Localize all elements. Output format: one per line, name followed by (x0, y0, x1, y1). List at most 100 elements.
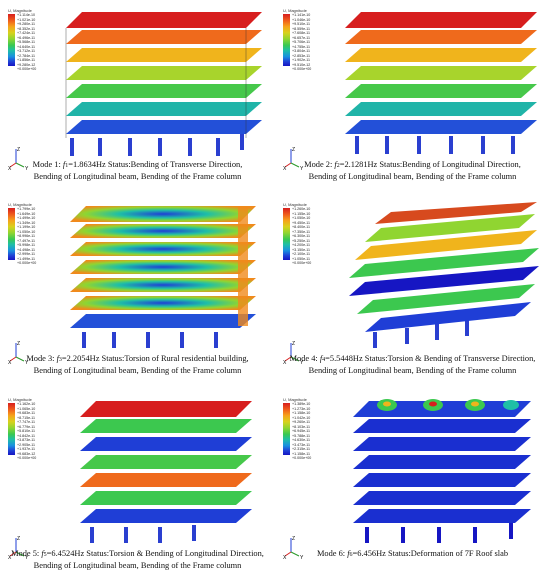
caption-mode-3: Mode 3: f3=2.2054Hz Status:Torsion of Ru… (0, 354, 275, 376)
legend-value: +9.683e-11 (17, 411, 36, 415)
legend-value: +6.496e-11 (17, 35, 36, 40)
legend-value: +1.050e-10 (292, 216, 311, 220)
frequency-value: =6.4524Hz (46, 549, 85, 558)
frame-columns (70, 132, 244, 156)
caption-lead: Mode 5: (11, 549, 42, 558)
building-model-mode-1 (65, 12, 262, 156)
legend-value: +8.103e-11 (292, 424, 311, 429)
legend-value: +6.657e-11 (292, 35, 311, 40)
legend-value: +7.497e-11 (17, 238, 36, 243)
frequency-subscript: 6 (349, 552, 353, 558)
caption-line-2: Bending of Longitudinal beam, Bending of… (308, 365, 517, 375)
axis-x-label: X (283, 360, 287, 365)
axis-z-label: Z (292, 536, 295, 542)
legend-value: +1.141e-10 (292, 13, 311, 17)
legend-value: +1.155e-10 (292, 211, 311, 216)
legend-value: +0.000e+00 (17, 261, 37, 265)
legend-value: +7.350e-11 (292, 229, 311, 234)
legend-value: +1.260e-10 (292, 207, 311, 211)
floor-slab (66, 102, 262, 116)
axis-x-label: X (283, 555, 287, 560)
legend-value: +2.853e-11 (292, 53, 311, 58)
legend-value: +1.021e-10 (17, 17, 36, 22)
caption-lead: Mode 1: (32, 160, 63, 169)
caption-mode-5: Mode 5: f5=6.4524Hz Status:Torsion & Ben… (0, 549, 275, 571)
legend-value: +3.873e-11 (17, 438, 36, 442)
axis-z-label: Z (292, 147, 295, 153)
caption-line-2: Bending of Longitudinal beam, Bending of… (33, 365, 242, 375)
axis-triad: Z X Y (283, 145, 309, 171)
legend-title: U, Magnitude (8, 202, 32, 207)
legend-value: +0.000e+00 (17, 67, 37, 71)
legend-values: +1.260e-10 +1.155e-10 +1.050e-10 +9.450e… (292, 207, 342, 265)
mode-6-panel: U, Magnitude +1.389e-10 +1.273e-10 +1.15… (275, 389, 550, 583)
axis-y-label: Y (25, 555, 29, 560)
legend-value: +4.640e-11 (17, 44, 36, 49)
frequency-symbol: f (56, 354, 59, 363)
color-scale-bar (283, 14, 290, 66)
status-text: Status:Torsion & Bending of Transverse D… (362, 354, 536, 363)
legend-value: +9.280e-11 (17, 22, 36, 26)
frequency-symbol: f (334, 160, 337, 169)
status-text: Status:Bending of Transverse Direction, (105, 160, 243, 169)
frequency-value: =5.5448Hz (325, 354, 363, 363)
frequency-subscript: 2 (336, 163, 340, 169)
frequency-value: =6.456Hz (352, 549, 386, 558)
legend-value: +2.999e-11 (17, 252, 36, 256)
legend-value: +1.389e-10 (292, 402, 311, 406)
floor-slab (66, 48, 262, 62)
status-text: Status:Torsion & Bending of Longitudinal… (84, 549, 264, 558)
legend-value: +2.905e-11 (17, 442, 36, 447)
legend-value: +1.199e-10 (17, 225, 36, 229)
legend-value: +4.200e-11 (292, 243, 311, 247)
caption-mode-1: Mode 1: f1=1.8634Hz Status:Bending of Tr… (0, 160, 275, 182)
status-text: Status:Deformation of 7F Roof slab (385, 549, 509, 558)
axis-x-label: X (8, 360, 12, 365)
legend-value: +1.649e-10 (17, 211, 36, 216)
roof-slab (66, 12, 262, 28)
legend-value: +7.608e-11 (292, 31, 311, 35)
building-model-mode-5 (80, 401, 252, 543)
axis-y-label: Y (25, 360, 29, 365)
legend-value: +7.424e-11 (17, 31, 36, 35)
status-text: Status:Torsion of Rural residential buil… (99, 354, 249, 363)
caption-lead: Mode 4: (289, 354, 320, 363)
legend-value: +3.712e-11 (17, 49, 36, 53)
axis-x-label: X (283, 166, 287, 171)
legend-value: +5.788e-11 (292, 433, 311, 438)
legend-value: +5.706e-11 (292, 40, 311, 44)
legend-value: +1.158e-11 (292, 451, 311, 456)
legend-value: +8.400e-11 (292, 225, 311, 229)
legend-value: +8.559e-11 (292, 26, 311, 31)
legend-mode-2: U, Magnitude +1.141e-10 +1.046e-10 +9.51… (283, 8, 345, 71)
legend-value: +6.945e-11 (292, 429, 311, 433)
caption-mode-6: Mode 6: f6=6.456Hz Status:Deformation of… (275, 549, 550, 561)
legend-value: +6.300e-11 (292, 234, 311, 238)
floor-slab (66, 66, 262, 80)
legend-values: +1.389e-10 +1.273e-10 +1.158e-10 +1.042e… (292, 402, 342, 460)
legend-value: +1.042e-10 (292, 415, 311, 420)
mode-3-panel: U, Magnitude +1.799e-10 +1.649e-10 +1.49… (0, 194, 275, 388)
color-scale-bar (8, 403, 15, 455)
legend-value: +4.755e-11 (292, 44, 311, 49)
caption-mode-2: Mode 2: f2=2.1281Hz Status:Bending of Lo… (275, 160, 550, 182)
status-text: Status:Bending of Longitudinal Direction… (377, 160, 521, 169)
legend-value: +9.683e-12 (17, 451, 36, 456)
caption-lead: Mode 3: (26, 354, 57, 363)
caption-line-2: Bending of Longitudinal beam, Bending of… (308, 171, 517, 181)
axis-z-label: Z (17, 147, 20, 153)
legend-mode-1: U, Magnitude +1.114e-10 +1.021e-10 +9.28… (8, 8, 70, 71)
frequency-subscript: 1 (65, 163, 69, 169)
legend-value: +5.250e-11 (292, 238, 311, 243)
legend-mode-3: U, Magnitude +1.799e-10 +1.649e-10 +1.49… (8, 202, 70, 265)
legend-mode-5: U, Magnitude +1.162e-10 +1.065e-10 +9.68… (8, 397, 70, 460)
color-scale-bar (8, 208, 15, 260)
axis-x-label: X (8, 555, 12, 560)
axis-z-label: Z (292, 341, 295, 347)
legend-title: U, Magnitude (283, 202, 307, 207)
legend-value: +9.280e-12 (17, 62, 36, 67)
legend-value: +1.856e-11 (17, 58, 36, 62)
axis-triad: Z X Y (8, 534, 34, 560)
legend-mode-4: U, Magnitude +1.260e-10 +1.155e-10 +1.05… (283, 202, 345, 265)
axis-z-label: Z (17, 536, 20, 542)
